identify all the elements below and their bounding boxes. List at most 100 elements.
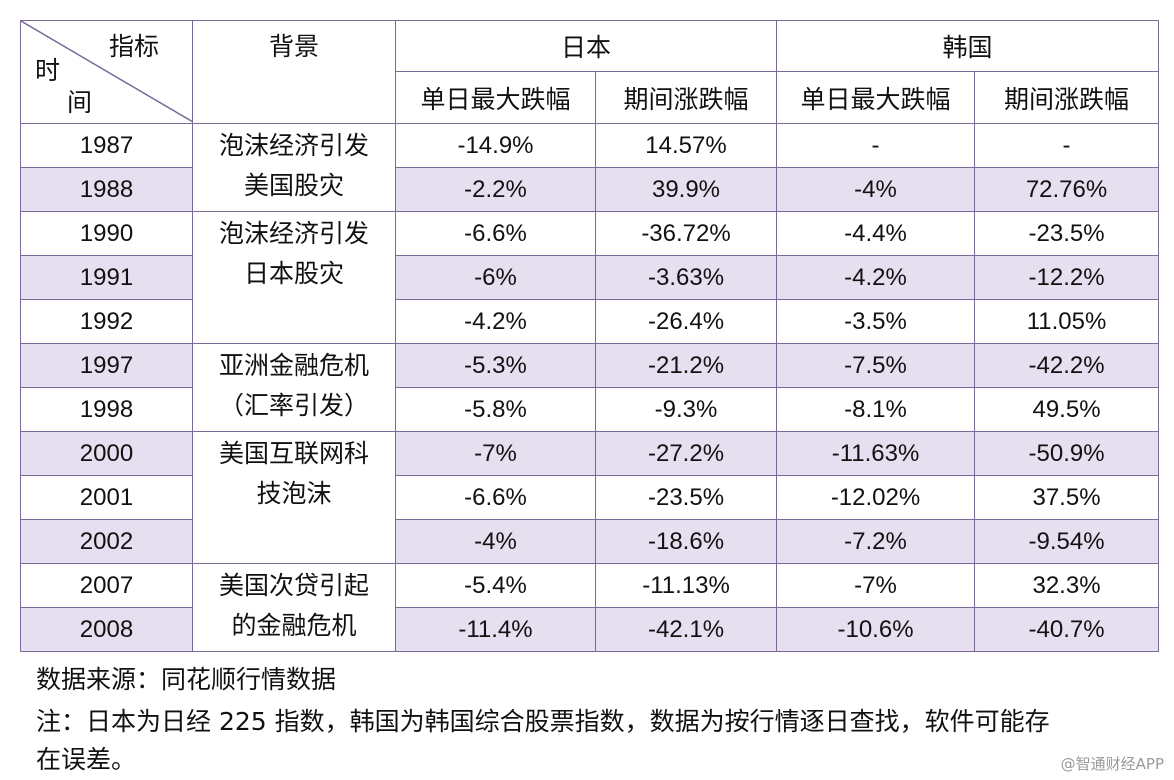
kr-daily-cell: -12.02% bbox=[776, 475, 976, 520]
year-cell: 1992 bbox=[20, 299, 193, 344]
background-line: 的金融危机 bbox=[231, 611, 357, 640]
table-row: 2000 美国互联网科 技泡沫 -7% -27.2% -11.63% -50.9… bbox=[20, 431, 1160, 564]
header-japan: 日本 bbox=[394, 20, 778, 72]
header-background: 背景 bbox=[192, 20, 396, 124]
year-cell: 1988 bbox=[20, 167, 193, 212]
year-cell: 1987 bbox=[20, 123, 193, 168]
background-cell: 泡沫经济引发 美国股灾 bbox=[192, 123, 396, 212]
table-row: 1997 亚洲金融危机 （汇率引发） -5.3% -21.2% -7.5% -4… bbox=[20, 343, 1160, 432]
kr-period-cell: -42.2% bbox=[974, 343, 1160, 388]
kr-daily-cell: -7.5% bbox=[776, 343, 976, 388]
jp-period-cell: -21.2% bbox=[594, 343, 778, 388]
jp-period-cell: 14.57% bbox=[594, 123, 778, 168]
kr-daily-cell: -7.2% bbox=[776, 519, 976, 564]
watermark: @智通财经APP bbox=[1060, 755, 1164, 773]
jp-period-cell: -9.3% bbox=[594, 387, 778, 432]
header-korea: 韩国 bbox=[776, 20, 1160, 72]
table-row: 1998 -5.8% -9.3% -8.1% 49.5% bbox=[20, 387, 1160, 432]
background-line: 亚洲金融危机 bbox=[218, 351, 369, 380]
kr-daily-cell: -7% bbox=[776, 563, 976, 608]
jp-daily-cell: -4.2% bbox=[395, 299, 596, 344]
corner-label-time-1: 时 bbox=[35, 56, 61, 85]
table-row: 1988 -2.2% 39.9% -4% 72.76% bbox=[20, 167, 1160, 212]
table-row: 2001 -6.6% -23.5% -12.02% 37.5% bbox=[20, 475, 1160, 520]
kr-daily-cell: -3.5% bbox=[776, 299, 976, 344]
background-line: 泡沫经济引发 bbox=[218, 219, 369, 248]
corner-diagonal-line bbox=[21, 21, 193, 122]
jp-period-cell: -27.2% bbox=[594, 431, 778, 476]
table-row: 2002 -4% -18.6% -7.2% -9.54% bbox=[20, 519, 1160, 564]
background-line: （汇率引发） bbox=[218, 391, 369, 420]
table-row: 1990 泡沫经济引发 日本股灾 -6.6% -36.72% -4.4% -23… bbox=[20, 211, 1160, 344]
jp-daily-cell: -11.4% bbox=[395, 607, 596, 652]
header-kr-max-daily-drop: 单日最大跌幅 bbox=[776, 71, 976, 124]
jp-daily-cell: -5.4% bbox=[395, 563, 596, 608]
year-cell: 1991 bbox=[20, 255, 193, 300]
header-jp-period-change: 期间涨跌幅 bbox=[594, 71, 778, 124]
year-cell: 1998 bbox=[20, 387, 193, 432]
background-cell: 美国互联网科 技泡沫 bbox=[192, 431, 396, 564]
background-line: 泡沫经济引发 bbox=[218, 131, 369, 160]
kr-period-cell: 11.05% bbox=[974, 299, 1160, 344]
jp-period-cell: -18.6% bbox=[594, 519, 778, 564]
jp-daily-cell: -5.3% bbox=[395, 343, 596, 388]
jp-daily-cell: -7% bbox=[395, 431, 596, 476]
footnote-line-1: 注：日本为日经 225 指数，韩国为韩国综合股票指数，数据为按行情逐日查找，软件… bbox=[36, 707, 1050, 736]
background-cell: 亚洲金融危机 （汇率引发） bbox=[192, 343, 396, 432]
table-row: 1991 -6% -3.63% -4.2% -12.2% bbox=[20, 255, 1160, 300]
jp-daily-cell: -6.6% bbox=[395, 211, 596, 256]
jp-daily-cell: -14.9% bbox=[395, 123, 596, 168]
kr-period-cell: -23.5% bbox=[974, 211, 1160, 256]
jp-daily-cell: -2.2% bbox=[395, 167, 596, 212]
jp-period-cell: -23.5% bbox=[594, 475, 778, 520]
year-cell: 1990 bbox=[20, 211, 193, 256]
kr-period-cell: 72.76% bbox=[974, 167, 1160, 212]
kr-period-cell: 49.5% bbox=[974, 387, 1160, 432]
header-jp-max-daily-drop: 单日最大跌幅 bbox=[395, 71, 596, 124]
kr-period-cell: -9.54% bbox=[974, 519, 1160, 564]
year-cell: 2008 bbox=[20, 607, 193, 652]
header-kr-period-change: 期间涨跌幅 bbox=[974, 71, 1160, 124]
kr-daily-cell: -4% bbox=[776, 167, 976, 212]
kr-period-cell: 37.5% bbox=[974, 475, 1160, 520]
kr-period-cell: - bbox=[974, 123, 1160, 168]
jp-daily-cell: -6.6% bbox=[395, 475, 596, 520]
jp-period-cell: 39.9% bbox=[594, 167, 778, 212]
corner-label-indicator: 指标 bbox=[109, 32, 160, 61]
background-line: 美国次贷引起 bbox=[218, 571, 369, 600]
table-row: 2007 美国次贷引起 的金融危机 -5.4% -11.13% -7% 32.3… bbox=[20, 563, 1160, 652]
background-line: 日本股灾 bbox=[243, 259, 344, 288]
kr-period-cell: 32.3% bbox=[974, 563, 1160, 608]
table-row: 1987 泡沫经济引发 美国股灾 -14.9% 14.57% - - bbox=[20, 123, 1160, 212]
jp-period-cell: -36.72% bbox=[594, 211, 778, 256]
table-row: 1992 -4.2% -26.4% -3.5% 11.05% bbox=[20, 299, 1160, 344]
kr-period-cell: -40.7% bbox=[974, 607, 1160, 652]
background-line: 美国股灾 bbox=[243, 171, 344, 200]
year-cell: 2007 bbox=[20, 563, 193, 608]
table-row: 2008 -11.4% -42.1% -10.6% -40.7% bbox=[20, 607, 1160, 652]
jp-daily-cell: -5.8% bbox=[395, 387, 596, 432]
background-line: 美国互联网科 bbox=[218, 439, 369, 468]
kr-daily-cell: -4.4% bbox=[776, 211, 976, 256]
year-cell: 2001 bbox=[20, 475, 193, 520]
year-cell: 1997 bbox=[20, 343, 193, 388]
background-line: 技泡沫 bbox=[256, 479, 332, 508]
year-cell: 2002 bbox=[20, 519, 193, 564]
data-source-note: 数据来源：同花顺行情数据 bbox=[36, 665, 337, 694]
kr-daily-cell: - bbox=[776, 123, 976, 168]
kr-daily-cell: -4.2% bbox=[776, 255, 976, 300]
jp-period-cell: -11.13% bbox=[594, 563, 778, 608]
kr-daily-cell: -8.1% bbox=[776, 387, 976, 432]
corner-label-time-2: 间 bbox=[67, 88, 93, 117]
crash-comparison-table: 指标 时 间 背景 日本 韩国 单日最大跌幅 期间涨跌幅 单日最大跌幅 期间涨跌… bbox=[20, 20, 1160, 652]
kr-period-cell: -50.9% bbox=[974, 431, 1160, 476]
year-cell: 2000 bbox=[20, 431, 193, 476]
kr-period-cell: -12.2% bbox=[974, 255, 1160, 300]
background-cell: 泡沫经济引发 日本股灾 bbox=[192, 211, 396, 344]
kr-daily-cell: -11.63% bbox=[776, 431, 976, 476]
jp-period-cell: -42.1% bbox=[594, 607, 778, 652]
kr-daily-cell: -10.6% bbox=[776, 607, 976, 652]
header-corner-cell: 指标 时 间 bbox=[20, 20, 193, 124]
jp-period-cell: -3.63% bbox=[594, 255, 778, 300]
jp-daily-cell: -6% bbox=[395, 255, 596, 300]
